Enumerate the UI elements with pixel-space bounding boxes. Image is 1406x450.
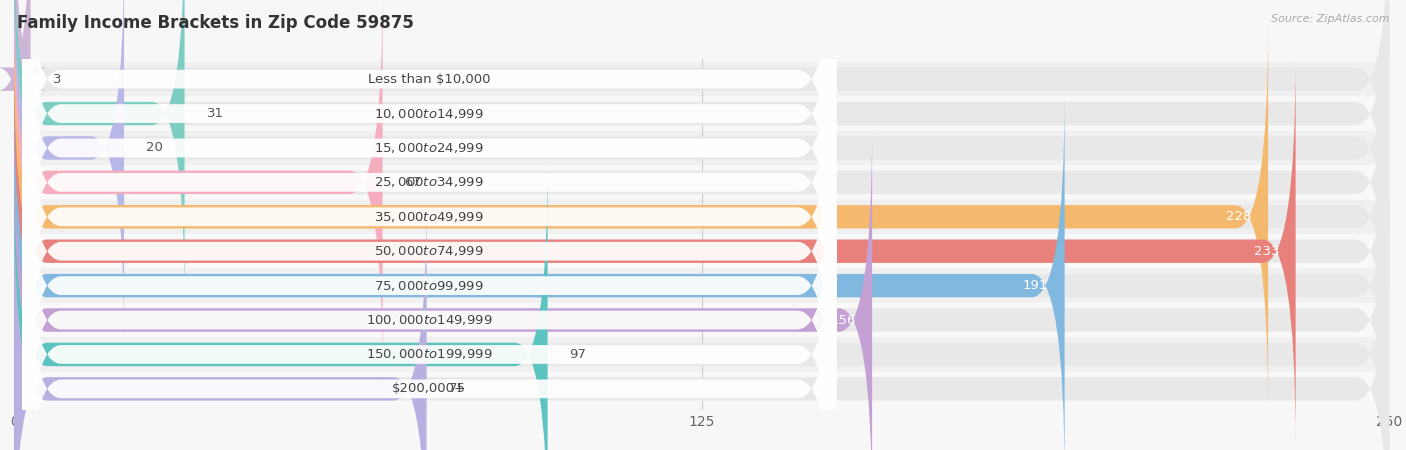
Text: $35,000 to $49,999: $35,000 to $49,999 — [374, 210, 484, 224]
FancyBboxPatch shape — [22, 0, 837, 345]
Text: $150,000 to $199,999: $150,000 to $199,999 — [366, 347, 492, 361]
FancyBboxPatch shape — [14, 303, 1389, 337]
Text: 3: 3 — [52, 72, 60, 86]
FancyBboxPatch shape — [22, 0, 837, 310]
Text: Source: ZipAtlas.com: Source: ZipAtlas.com — [1271, 14, 1389, 23]
Text: 20: 20 — [146, 141, 163, 154]
Text: 31: 31 — [207, 107, 224, 120]
FancyBboxPatch shape — [14, 0, 1389, 308]
Text: 97: 97 — [569, 348, 586, 361]
Text: 233: 233 — [1254, 245, 1279, 258]
Text: $100,000 to $149,999: $100,000 to $149,999 — [366, 313, 492, 327]
FancyBboxPatch shape — [14, 200, 1389, 234]
FancyBboxPatch shape — [14, 56, 1295, 446]
FancyBboxPatch shape — [14, 0, 124, 343]
FancyBboxPatch shape — [0, 0, 46, 274]
Text: 156: 156 — [830, 314, 856, 327]
FancyBboxPatch shape — [14, 22, 1389, 412]
FancyBboxPatch shape — [14, 131, 1389, 165]
FancyBboxPatch shape — [22, 54, 837, 450]
FancyBboxPatch shape — [14, 125, 1389, 450]
Text: $75,000 to $99,999: $75,000 to $99,999 — [374, 279, 484, 292]
Text: 75: 75 — [449, 382, 465, 396]
FancyBboxPatch shape — [14, 0, 1389, 343]
FancyBboxPatch shape — [22, 0, 837, 414]
FancyBboxPatch shape — [14, 194, 426, 450]
FancyBboxPatch shape — [22, 20, 837, 450]
FancyBboxPatch shape — [14, 0, 1389, 274]
Text: $50,000 to $74,999: $50,000 to $74,999 — [374, 244, 484, 258]
Text: 67: 67 — [405, 176, 422, 189]
Text: $10,000 to $14,999: $10,000 to $14,999 — [374, 107, 484, 121]
FancyBboxPatch shape — [14, 91, 1064, 450]
Text: $15,000 to $24,999: $15,000 to $24,999 — [374, 141, 484, 155]
FancyBboxPatch shape — [14, 160, 547, 450]
Text: $25,000 to $34,999: $25,000 to $34,999 — [374, 176, 484, 189]
FancyBboxPatch shape — [14, 234, 1389, 268]
FancyBboxPatch shape — [14, 91, 1389, 450]
FancyBboxPatch shape — [14, 0, 1389, 377]
Text: Family Income Brackets in Zip Code 59875: Family Income Brackets in Zip Code 59875 — [17, 14, 413, 32]
FancyBboxPatch shape — [14, 96, 1389, 131]
FancyBboxPatch shape — [14, 0, 184, 308]
FancyBboxPatch shape — [14, 372, 1389, 406]
Text: $200,000+: $200,000+ — [392, 382, 467, 396]
FancyBboxPatch shape — [14, 194, 1389, 450]
Text: 191: 191 — [1022, 279, 1047, 292]
FancyBboxPatch shape — [22, 89, 837, 450]
FancyBboxPatch shape — [22, 0, 837, 448]
FancyBboxPatch shape — [14, 125, 872, 450]
FancyBboxPatch shape — [14, 268, 1389, 303]
Text: Less than $10,000: Less than $10,000 — [368, 72, 491, 86]
FancyBboxPatch shape — [14, 62, 1389, 96]
FancyBboxPatch shape — [14, 0, 382, 377]
FancyBboxPatch shape — [14, 22, 1268, 412]
FancyBboxPatch shape — [14, 165, 1389, 200]
FancyBboxPatch shape — [14, 337, 1389, 372]
Text: 228: 228 — [1226, 210, 1251, 223]
FancyBboxPatch shape — [22, 158, 837, 450]
FancyBboxPatch shape — [14, 160, 1389, 450]
FancyBboxPatch shape — [14, 56, 1389, 446]
FancyBboxPatch shape — [22, 0, 837, 379]
FancyBboxPatch shape — [22, 123, 837, 450]
